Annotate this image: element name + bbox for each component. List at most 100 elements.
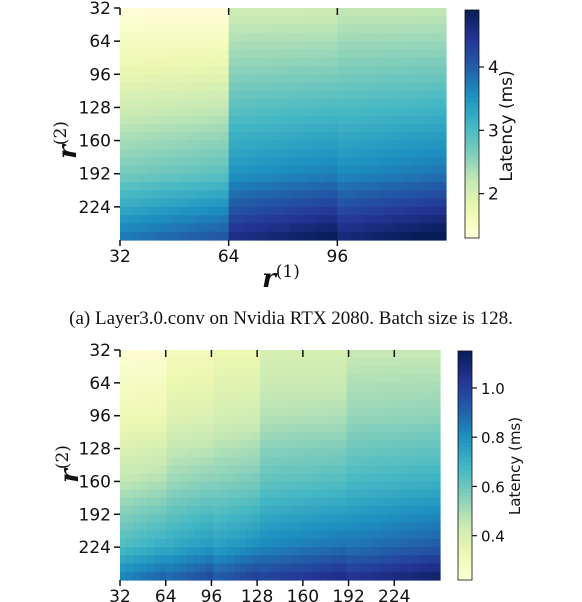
heatmap-cell	[400, 358, 408, 368]
heatmap-cell	[242, 223, 250, 233]
heatmap-cell	[133, 382, 141, 392]
heatmap-cell	[186, 415, 194, 425]
heatmap-cell	[384, 8, 393, 17]
heatmap-cell	[126, 399, 134, 409]
heatmap-a-x-ticks: 32 64 96	[109, 8, 348, 267]
heatmap-cell	[186, 407, 194, 417]
heatmap-cell	[153, 440, 161, 450]
heatmap-cell	[313, 432, 321, 441]
heatmap-cell	[235, 148, 243, 158]
heatmap-cell	[120, 415, 128, 425]
heatmap-cell	[228, 190, 237, 200]
heatmap-cell	[310, 41, 318, 51]
heatmap-cell	[120, 571, 128, 581]
heatmap-cell	[391, 165, 400, 175]
heatmap-cell	[140, 555, 148, 565]
heatmap-cell	[240, 399, 248, 409]
heatmap-cell	[378, 99, 386, 109]
colorbar-segment	[465, 55, 479, 60]
heatmap-cell	[393, 382, 401, 392]
colorbar-segment	[465, 25, 479, 30]
heatmap-cell	[289, 99, 298, 109]
heatmap-cell	[147, 115, 155, 125]
heatmap-cell	[126, 514, 134, 524]
heatmap-cell	[233, 571, 241, 581]
colorbar-segment	[465, 67, 479, 72]
heatmap-cell	[215, 90, 223, 100]
heatmap-cell	[221, 24, 230, 34]
heatmap-cell	[246, 571, 254, 581]
heatmap-cell	[146, 415, 154, 425]
heatmap-cell	[353, 415, 361, 425]
heatmap-cell	[337, 41, 345, 51]
heatmap-cell	[160, 432, 168, 441]
heatmap-cell	[133, 157, 141, 167]
heatmap-cell	[220, 481, 228, 491]
heatmap-cell	[253, 407, 261, 417]
heatmap-cell	[406, 547, 414, 556]
heatmap-cell	[260, 358, 268, 368]
heatmap-cell	[160, 456, 168, 466]
heatmap-cell	[126, 432, 134, 441]
heatmap-cell	[326, 497, 334, 507]
heatmap-cell	[286, 374, 294, 384]
heatmap-cell	[180, 399, 188, 409]
heatmap-cell	[226, 374, 234, 384]
heatmap-cell	[384, 124, 393, 133]
heatmap-cell	[360, 358, 368, 368]
colorbar-segment	[458, 442, 472, 448]
heatmap-cell	[333, 514, 341, 524]
heatmap-cell	[306, 473, 314, 483]
heatmap-cell	[330, 231, 338, 241]
heatmap-cell	[425, 157, 434, 167]
heatmap-cell	[350, 99, 359, 109]
heatmap-cell	[425, 140, 434, 150]
heatmap-cell	[289, 165, 298, 175]
heatmap-cell	[246, 448, 254, 458]
heatmap-cell	[120, 99, 128, 109]
heatmap-cell	[340, 481, 348, 491]
heatmap-cell	[306, 391, 314, 400]
heatmap-cell	[201, 49, 209, 59]
heatmap-cell	[126, 165, 135, 175]
heatmap-cell	[426, 497, 434, 507]
heatmap-cell	[344, 41, 352, 51]
heatmap-cell	[400, 530, 408, 540]
heatmap-cell	[366, 374, 374, 384]
heatmap-cell	[346, 522, 354, 532]
heatmap-cell	[289, 173, 298, 183]
heatmap-cell	[262, 32, 271, 42]
colorbar-segment	[465, 150, 479, 155]
heatmap-cell	[333, 399, 341, 409]
heatmap-cell	[330, 41, 338, 51]
heatmap-cell	[215, 82, 223, 92]
heatmap-cell	[310, 49, 318, 59]
heatmap-cell	[346, 530, 354, 540]
heatmap-cell	[133, 514, 141, 524]
heatmap-cell	[120, 481, 128, 491]
heatmap-cell	[193, 366, 201, 376]
heatmap-cell	[303, 223, 311, 233]
heatmap-cell	[220, 440, 228, 450]
heatmap-cell	[146, 547, 154, 556]
heatmap-cell	[242, 132, 250, 142]
heatmap-cell	[364, 99, 372, 109]
heatmap-cell	[220, 366, 228, 376]
heatmap-cell	[289, 16, 298, 26]
heatmap-cell	[206, 547, 214, 556]
colorbar-segment	[458, 392, 472, 398]
heatmap-cell	[174, 157, 182, 167]
heatmap-cell	[350, 173, 359, 183]
heatmap-cell	[193, 423, 201, 433]
heatmap-cell	[240, 350, 248, 359]
heatmap-cell	[226, 489, 234, 499]
heatmap-cell	[193, 481, 201, 491]
heatmap-cell	[206, 432, 214, 441]
heatmap-cell	[333, 358, 341, 368]
heatmap-cell	[412, 157, 420, 167]
heatmap-cell	[180, 366, 188, 376]
heatmap-cell	[346, 563, 354, 573]
heatmap-cell	[330, 57, 338, 67]
heatmap-cell	[201, 57, 209, 67]
heatmap-cell	[386, 440, 394, 450]
